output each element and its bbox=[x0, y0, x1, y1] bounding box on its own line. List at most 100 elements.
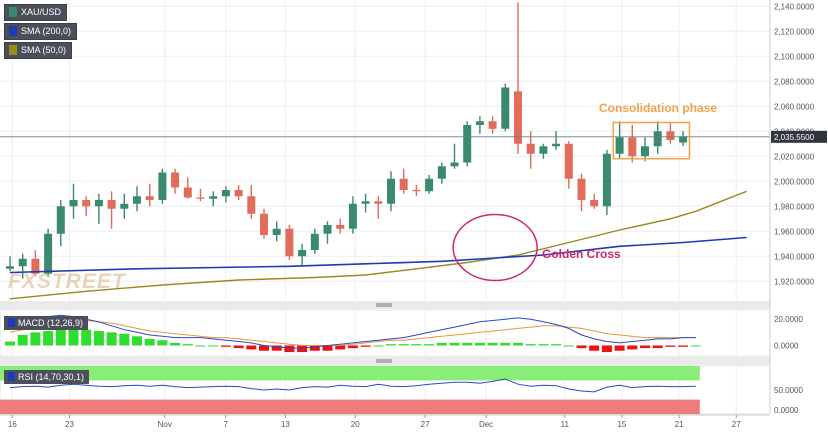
macd-histogram-bar bbox=[195, 345, 206, 347]
legend-swatch-sma50 bbox=[9, 45, 17, 55]
legend-label-sma200: SMA (200,0) bbox=[21, 26, 72, 36]
macd-label: MACD (12,26,9) bbox=[18, 318, 84, 328]
candle-up bbox=[425, 178, 434, 192]
macd-histogram-bar bbox=[271, 345, 282, 351]
macd-histogram-bar bbox=[55, 329, 66, 346]
sma200-line bbox=[9, 236, 747, 274]
y-tick-label: 2,100.0000 bbox=[774, 52, 815, 61]
candle-up bbox=[641, 146, 649, 157]
macd-histogram-bar bbox=[182, 344, 193, 346]
sma50-line bbox=[9, 190, 747, 300]
macd-histogram-bar bbox=[119, 333, 130, 346]
macd-histogram-bar bbox=[678, 345, 689, 347]
macd-chart-marks bbox=[5, 314, 701, 353]
y-tick-label: 2,020.0000 bbox=[774, 152, 815, 161]
candle-up bbox=[501, 87, 510, 129]
candle-down bbox=[488, 121, 497, 129]
macd-histogram-bar bbox=[43, 331, 54, 346]
macd-histogram-bar bbox=[284, 345, 295, 353]
rsi-oversold-zone bbox=[0, 399, 700, 414]
candle-down bbox=[171, 172, 180, 188]
candle-up bbox=[437, 166, 446, 179]
macd-line bbox=[9, 314, 696, 349]
consolidation-box bbox=[612, 121, 691, 160]
candle-up bbox=[615, 137, 624, 154]
macd-histogram-bar bbox=[386, 344, 396, 346]
x-tick-label: 7 bbox=[223, 420, 228, 429]
candle-down bbox=[285, 228, 294, 257]
macd-histogram-bar bbox=[68, 329, 79, 346]
macd-histogram-bar bbox=[487, 342, 498, 346]
x-tick-label: 13 bbox=[281, 420, 290, 429]
macd-panel-title[interactable]: MACD (12,26,9) bbox=[4, 316, 89, 330]
candle-down bbox=[374, 201, 383, 204]
macd-histogram-bar bbox=[436, 342, 447, 346]
consolidation-phase-label: Consolidation phase bbox=[599, 101, 718, 115]
legend-sma50[interactable]: SMA (50,0) bbox=[4, 42, 73, 59]
macd-histogram-bar bbox=[398, 344, 409, 346]
golden-cross-circle bbox=[452, 213, 538, 282]
candle-down bbox=[666, 131, 675, 140]
rsi-label: RSI (14,70,30,1) bbox=[18, 372, 85, 382]
y-tick-label: 1,920.0000 bbox=[774, 277, 815, 286]
y-tick-label: 1,960.0000 bbox=[774, 227, 815, 236]
candle-up bbox=[120, 203, 129, 209]
panel-separator bbox=[0, 357, 828, 365]
macd-histogram-bar bbox=[5, 341, 15, 346]
macd-histogram-bar bbox=[551, 344, 562, 346]
last-price-tag bbox=[771, 130, 827, 143]
macd-histogram-bar bbox=[652, 345, 663, 349]
macd-histogram-bar bbox=[449, 342, 460, 346]
candle-up bbox=[94, 200, 103, 207]
candle-up bbox=[44, 233, 53, 274]
candle-up bbox=[209, 196, 218, 199]
macd-histogram-bar bbox=[474, 342, 485, 346]
candle-down bbox=[526, 143, 535, 154]
macd-histogram-bar bbox=[220, 345, 231, 347]
macd-histogram-bar bbox=[93, 331, 104, 346]
candle-down bbox=[234, 190, 243, 197]
candle-up bbox=[539, 146, 548, 154]
rsi-line bbox=[9, 378, 696, 393]
x-tick-label: Dec bbox=[479, 420, 493, 429]
macd-histogram-bar bbox=[373, 345, 384, 347]
rsi-chart-marks bbox=[0, 366, 700, 414]
x-tick-label: 27 bbox=[421, 420, 430, 429]
legend-sma200[interactable]: SMA (200,0) bbox=[4, 23, 78, 40]
candle-down bbox=[628, 137, 637, 157]
candle-down bbox=[564, 143, 573, 179]
macd-histogram-bar bbox=[500, 342, 511, 346]
panel-separator bbox=[0, 301, 828, 309]
candle-down bbox=[82, 200, 91, 207]
macd-histogram-bar bbox=[525, 344, 536, 346]
macd-histogram-bar bbox=[411, 344, 422, 346]
rsi-overbought-zone bbox=[0, 366, 700, 381]
candle-up bbox=[18, 258, 27, 267]
x-tick-label: 15 bbox=[617, 420, 626, 429]
candle-up bbox=[552, 143, 561, 147]
macd-histogram-bar bbox=[309, 345, 320, 351]
legend-label-xauusd: XAU/USD bbox=[21, 7, 62, 17]
candle-up bbox=[56, 206, 65, 234]
macd-tick-label: 20.0000 bbox=[774, 315, 803, 324]
rsi-swatch bbox=[8, 372, 15, 381]
candle-up bbox=[653, 131, 662, 147]
macd-histogram-bar bbox=[538, 344, 549, 346]
x-tick-label: 23 bbox=[65, 420, 74, 429]
candle-down bbox=[514, 91, 522, 144]
golden-cross-label: Golden Cross bbox=[542, 247, 621, 261]
x-tick-label: 27 bbox=[732, 420, 741, 429]
macd-histogram-bar bbox=[513, 342, 523, 346]
x-tick-label: 11 bbox=[561, 420, 570, 429]
macd-histogram-bar bbox=[81, 329, 92, 346]
legend-label-sma50: SMA (50,0) bbox=[21, 45, 67, 55]
y-tick-label: 2,080.0000 bbox=[774, 77, 815, 86]
x-tick-label: 21 bbox=[675, 420, 684, 429]
candle-down bbox=[336, 225, 345, 229]
rsi-panel-title[interactable]: RSI (14,70,30,1) bbox=[4, 370, 90, 384]
candle-up bbox=[158, 172, 167, 200]
legend-xauusd[interactable]: XAU/USD bbox=[4, 4, 68, 21]
macd-histogram-bar bbox=[170, 342, 181, 346]
macd-histogram-bar bbox=[347, 345, 358, 349]
macd-histogram-bar bbox=[690, 345, 701, 347]
